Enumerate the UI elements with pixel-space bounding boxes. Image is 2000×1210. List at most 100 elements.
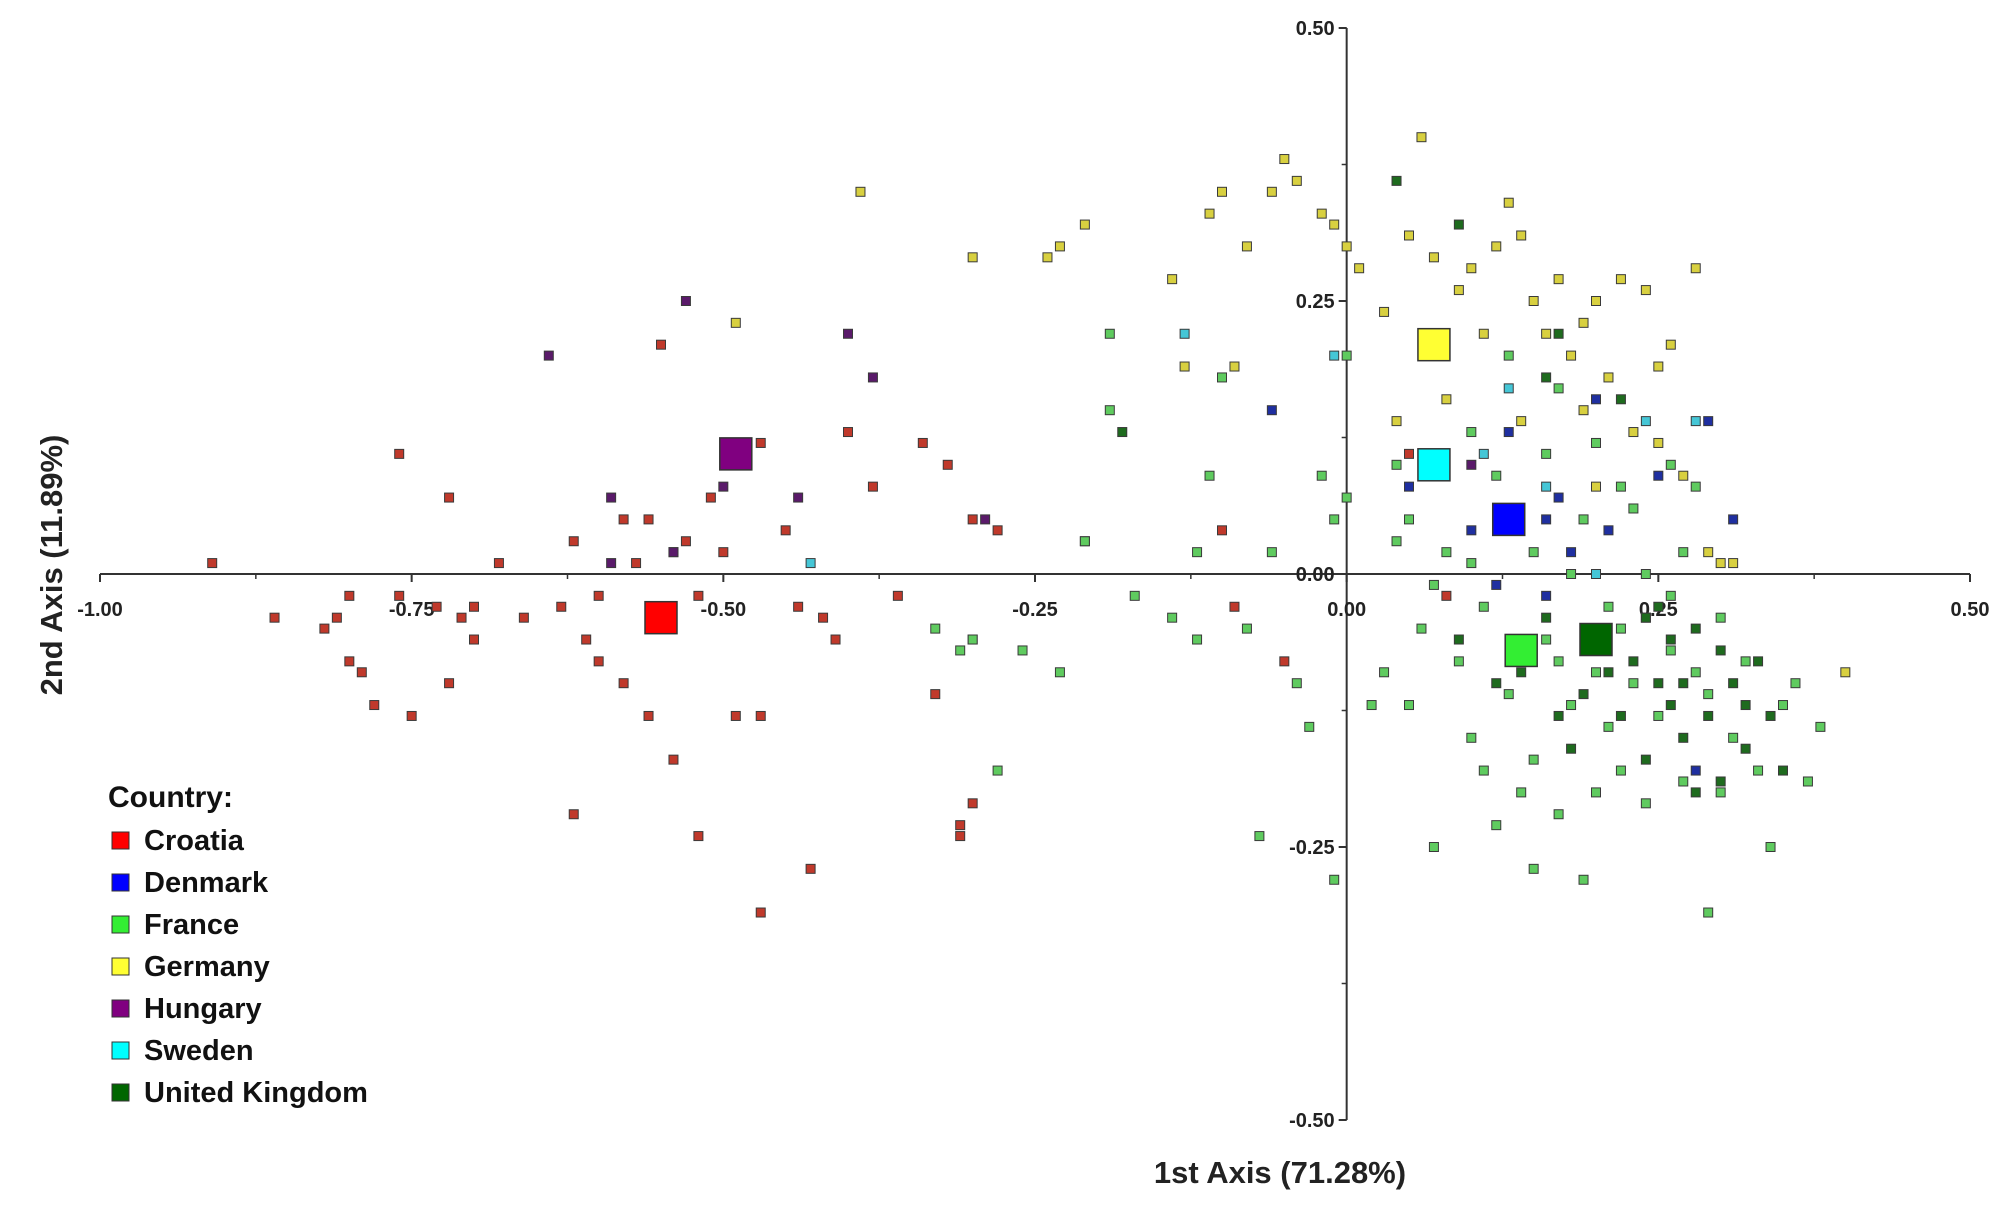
point-croatia — [568, 536, 579, 547]
point-france — [1778, 700, 1788, 711]
point-united-kingdom — [1603, 667, 1614, 678]
point-croatia — [730, 710, 741, 721]
point-germany — [1179, 361, 1190, 372]
point-germany — [1715, 558, 1726, 569]
point-united-kingdom — [1578, 689, 1589, 700]
point-croatia — [755, 907, 766, 918]
point-croatia — [705, 492, 716, 503]
point-germany — [1628, 427, 1639, 438]
point-germany — [1416, 132, 1427, 143]
point-germany — [1665, 339, 1676, 350]
point-france — [1304, 721, 1315, 732]
centroid-france — [1504, 633, 1538, 668]
point-sweden — [1591, 569, 1601, 579]
y-tick-label: 0.25 — [1296, 291, 1335, 313]
point-united-kingdom — [1690, 787, 1701, 798]
point-croatia — [593, 656, 604, 667]
point-united-kingdom — [1765, 710, 1776, 721]
point-united-kingdom — [1678, 678, 1689, 689]
point-germany — [1503, 197, 1514, 208]
point-france — [1316, 470, 1327, 481]
point-germany — [1316, 208, 1327, 219]
point-germany — [1441, 394, 1452, 405]
legend-label-germany: Germany — [144, 951, 270, 983]
legend-swatch-denmark — [111, 873, 130, 892]
legend-swatch-sweden — [111, 1041, 130, 1060]
point-croatia — [1217, 525, 1227, 536]
x-tick-label: 0.00 — [1327, 599, 1366, 621]
point-croatia — [955, 820, 966, 831]
point-croatia — [369, 700, 380, 711]
point-france — [1703, 907, 1714, 918]
point-france — [1728, 732, 1739, 743]
point-france — [1391, 459, 1402, 470]
legend-label-sweden: Sweden — [144, 1035, 254, 1067]
point-united-kingdom — [1715, 645, 1726, 656]
point-france — [1478, 765, 1489, 776]
point-france — [1466, 427, 1477, 438]
point-denmark — [1503, 427, 1514, 438]
point-croatia — [805, 863, 816, 874]
point-croatia — [843, 427, 853, 438]
x-tick-label: -0.50 — [701, 599, 747, 621]
point-france — [1541, 634, 1552, 645]
point-united-kingdom — [1566, 743, 1577, 754]
point-united-kingdom — [1615, 394, 1626, 405]
point-united-kingdom — [1665, 700, 1676, 711]
point-united-kingdom — [1491, 678, 1502, 689]
y-axis-title: 2nd Axis (11.89%) — [34, 435, 69, 696]
legend-swatch-united-kingdom — [111, 1083, 130, 1102]
point-france — [1491, 470, 1502, 481]
point-croatia — [755, 437, 766, 448]
point-france — [1017, 645, 1028, 656]
y-tick-label: -0.25 — [1289, 837, 1335, 859]
point-france — [1815, 721, 1826, 732]
point-denmark — [1728, 514, 1739, 525]
point-germany — [1217, 186, 1227, 197]
point-france — [1640, 569, 1651, 579]
point-germany — [1379, 306, 1390, 317]
point-croatia — [818, 612, 829, 623]
point-germany — [1591, 296, 1601, 306]
point-croatia — [556, 601, 567, 612]
point-france — [1566, 569, 1577, 579]
point-croatia — [593, 590, 604, 601]
point-france — [1329, 514, 1340, 525]
point-croatia — [631, 558, 642, 569]
point-france — [1491, 820, 1502, 831]
centroid-germany — [1417, 327, 1451, 362]
point-france — [1715, 612, 1726, 623]
point-croatia — [344, 656, 355, 667]
point-france — [1528, 863, 1539, 874]
point-france — [1615, 765, 1626, 776]
point-germany — [1603, 372, 1614, 383]
point-germany — [1279, 154, 1290, 165]
point-germany — [1653, 361, 1664, 372]
point-germany — [1229, 361, 1240, 372]
point-france — [1553, 656, 1564, 667]
point-germany — [1478, 328, 1489, 339]
y-tick-label: 0.00 — [1296, 564, 1335, 586]
point-united-kingdom — [1653, 678, 1664, 689]
point-croatia — [444, 492, 455, 503]
point-france — [1217, 372, 1227, 383]
point-hungary — [543, 350, 554, 361]
point-france — [1291, 678, 1302, 689]
point-germany — [1204, 208, 1215, 219]
point-sweden — [1179, 328, 1190, 339]
point-germany — [1566, 350, 1577, 361]
point-germany — [1466, 263, 1477, 274]
centroid-hungary — [719, 437, 753, 471]
point-united-kingdom — [1640, 612, 1651, 623]
point-france — [1665, 590, 1676, 601]
point-france — [1079, 536, 1090, 547]
point-france — [1591, 787, 1601, 798]
point-croatia — [830, 634, 841, 645]
point-france — [1553, 383, 1564, 394]
point-france — [1740, 656, 1751, 667]
point-france — [1204, 470, 1215, 481]
point-france — [1640, 798, 1651, 809]
legend: Country: Croatia Denmark France Germany Hung… — [108, 781, 368, 1109]
point-croatia — [394, 590, 405, 601]
point-france — [1104, 405, 1115, 416]
